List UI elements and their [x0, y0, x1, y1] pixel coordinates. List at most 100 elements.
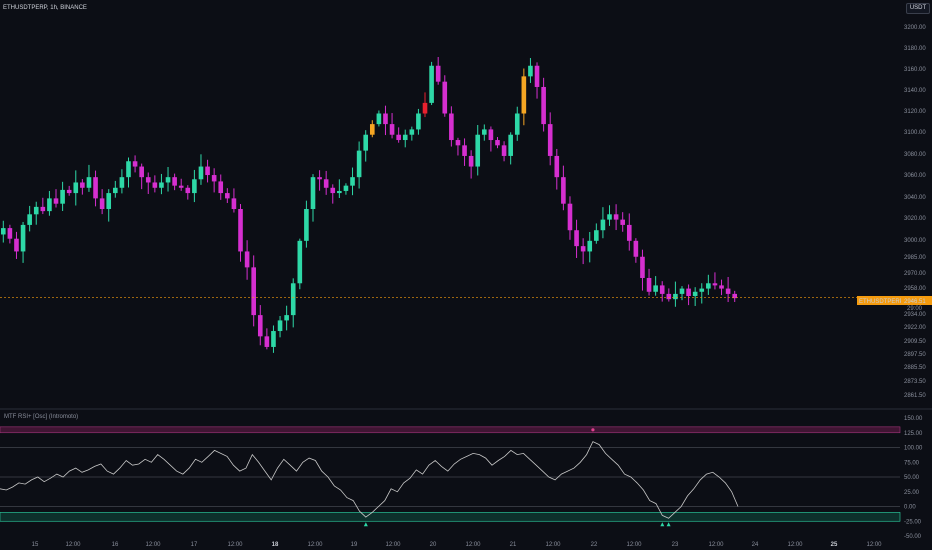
osc-tick-label: 75.00 [904, 460, 920, 466]
candle-body [33, 206, 39, 215]
candle-body [218, 181, 224, 194]
candle-body [409, 129, 415, 135]
overbought-signal-dot [591, 428, 595, 432]
price-tick-label: 2909.50 [904, 339, 926, 345]
price-tick-label: 3120.00 [904, 109, 926, 115]
candle-body [159, 182, 164, 188]
candle-body [271, 331, 276, 347]
candle-body [442, 81, 448, 114]
oversold-band [0, 512, 901, 522]
candle-body [284, 315, 289, 321]
candle-body [653, 285, 658, 292]
time-tick-label: 17 [191, 542, 198, 548]
candle-body [574, 230, 579, 247]
candle-body [482, 129, 487, 135]
price-tick-label: 3200.00 [904, 25, 926, 31]
osc-tick-label: 50.00 [904, 475, 920, 481]
candle-body [534, 65, 540, 87]
candle-body [257, 315, 263, 337]
candle-body [363, 134, 369, 151]
symbol-title: ETHUSDTPERP, 1h, BINANCE [3, 5, 87, 11]
candle-body [567, 203, 573, 231]
price-tick-label: 3020.00 [904, 216, 926, 222]
candle-body [310, 177, 316, 209]
candle-body [416, 113, 421, 130]
candle-body [547, 124, 553, 156]
candle-body [686, 288, 691, 297]
candle-body [0, 228, 6, 235]
rsi-line [0, 441, 739, 519]
price-tick-label: 3140.00 [904, 88, 926, 94]
currency-selector-button[interactable]: USDT [906, 3, 930, 14]
time-tick-label: 16 [112, 542, 119, 548]
candle-body [706, 283, 711, 289]
candle-body [192, 179, 197, 194]
candle-body [330, 187, 336, 194]
candle-body [633, 240, 639, 257]
candle-body [290, 283, 296, 316]
candle-body [251, 267, 256, 316]
candle-body [126, 161, 131, 178]
time-tick-label: 12:00 [385, 542, 401, 548]
candle-body [488, 129, 494, 141]
oversold-signal-marker [363, 522, 368, 527]
time-tick-label: 12:00 [145, 542, 161, 548]
price-tick-label: 2873.50 [904, 379, 926, 385]
candle-body [60, 189, 65, 204]
candle-body [422, 102, 428, 114]
candle-body [99, 198, 105, 209]
osc-tick-label: 0.00 [904, 505, 916, 511]
last-price-symbol-tag [857, 296, 901, 305]
candle-body [152, 182, 158, 188]
oscillator-axis: 150.00 125.00 100.00 75.00 50.00 25.00 0.00 -25… [904, 416, 923, 540]
candle-body [462, 145, 467, 156]
candle-body [712, 283, 718, 286]
candle-body [607, 214, 612, 220]
candle-body [93, 177, 98, 199]
candle-body [640, 256, 645, 278]
candle-body [429, 65, 434, 103]
candle-body [264, 336, 270, 347]
candle-body [514, 113, 520, 135]
time-tick-label: 12:00 [307, 542, 323, 548]
time-tick-label: 12:00 [65, 542, 81, 548]
candle-body [719, 285, 724, 289]
candle-body [666, 293, 672, 300]
time-tick-label: 24 [752, 542, 759, 548]
candle-body [198, 166, 204, 180]
candle-body [646, 277, 652, 292]
overbought-band [0, 426, 901, 434]
candle-countdown: 29:00 [907, 306, 923, 312]
candle-body [679, 288, 685, 294]
candle-body [376, 113, 382, 125]
candle-body [185, 187, 191, 194]
candle-body [113, 187, 118, 194]
candle-body [620, 219, 625, 225]
last-price-value-tag [901, 296, 932, 305]
candle-body [673, 293, 678, 300]
time-tick-label: 12:00 [708, 542, 724, 548]
osc-tick-label: 25.00 [904, 490, 920, 496]
time-tick-label: 12:00 [465, 542, 481, 548]
time-tick-label: 23 [672, 542, 679, 548]
candle-body [27, 214, 32, 225]
candle-body [205, 166, 210, 176]
candle-body [317, 177, 322, 180]
candle-body [692, 291, 698, 297]
candle-body [80, 182, 85, 188]
candle-body [238, 209, 243, 252]
last-price-tag: ETHUSDTPERP 2946.51 29:00 [857, 296, 932, 312]
candle-body [659, 285, 665, 294]
candle-body [172, 177, 177, 186]
candle-body [297, 240, 303, 284]
candle-body [337, 190, 342, 194]
candle-body [449, 113, 454, 141]
candlestick-series [0, 57, 738, 353]
price-tick-label: 2897.50 [904, 352, 926, 358]
time-tick-label: 25 [831, 542, 838, 548]
price-tick-label: 2985.00 [904, 255, 926, 261]
candle-body [20, 224, 26, 252]
osc-tick-label: -50.00 [904, 534, 922, 540]
candle-body [139, 166, 144, 178]
